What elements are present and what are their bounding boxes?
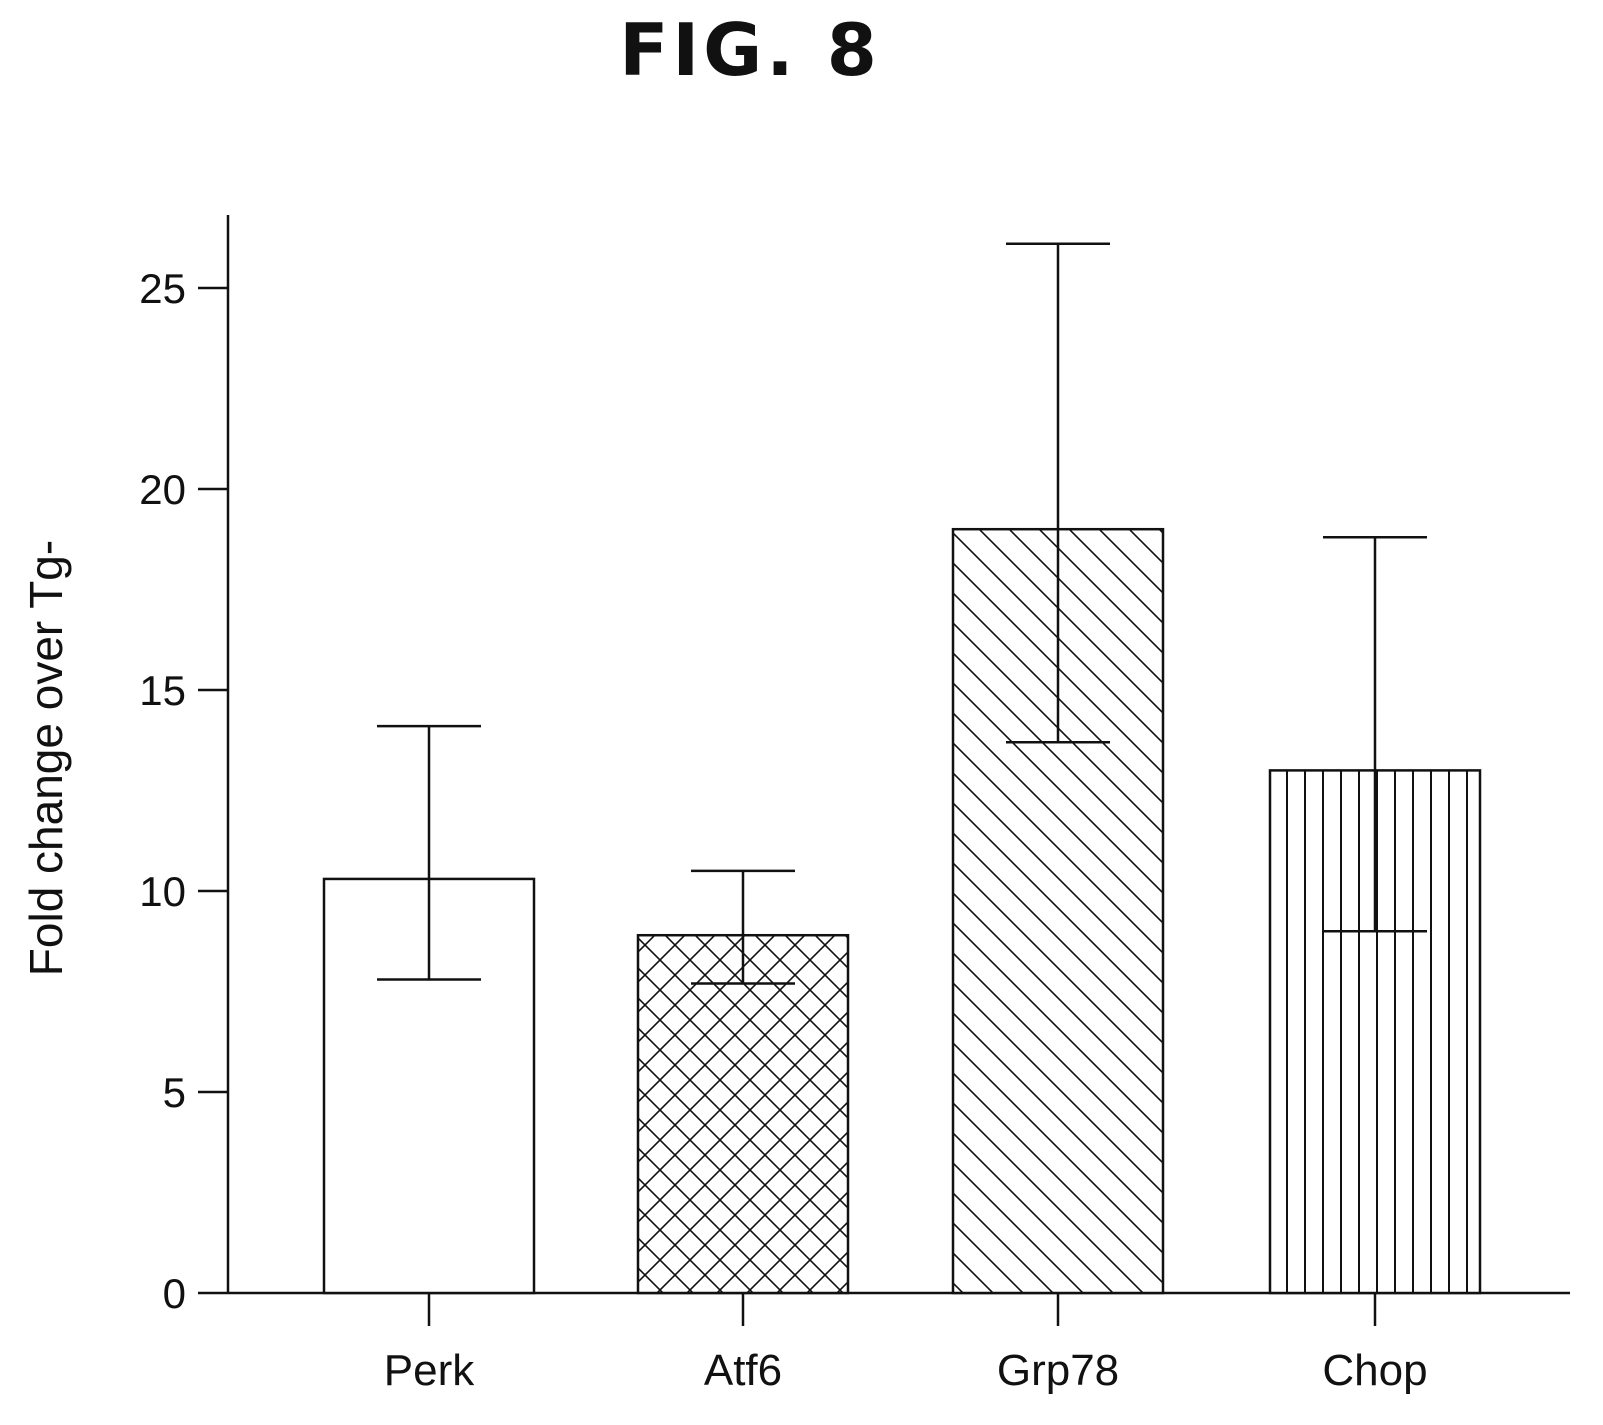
y-tick-label-5: 5 [163,1069,186,1116]
error-bars [377,242,1427,985]
y-tick-label-0: 0 [163,1270,186,1317]
figure-title: FIG. 8 [619,8,881,92]
y-tick-label-10: 10 [139,868,186,915]
bars [322,527,1482,1295]
bar-atf6 [636,933,850,1295]
y-axis-title: Fold change over Tg- [20,540,72,976]
y-ticks: 0 5 10 15 20 25 [139,265,228,1317]
x-tick-label-atf6: Atf6 [704,1346,782,1395]
x-tick-label-chop: Chop [1322,1346,1427,1395]
x-tick-label-grp78: Grp78 [997,1346,1119,1395]
y-tick-label-15: 15 [139,667,186,714]
x-ticks: Perk Atf6 Grp78 Chop [384,1293,1428,1395]
y-tick-label-25: 25 [139,265,186,312]
x-tick-label-perk: Perk [384,1346,475,1395]
y-tick-label-20: 20 [139,466,186,513]
